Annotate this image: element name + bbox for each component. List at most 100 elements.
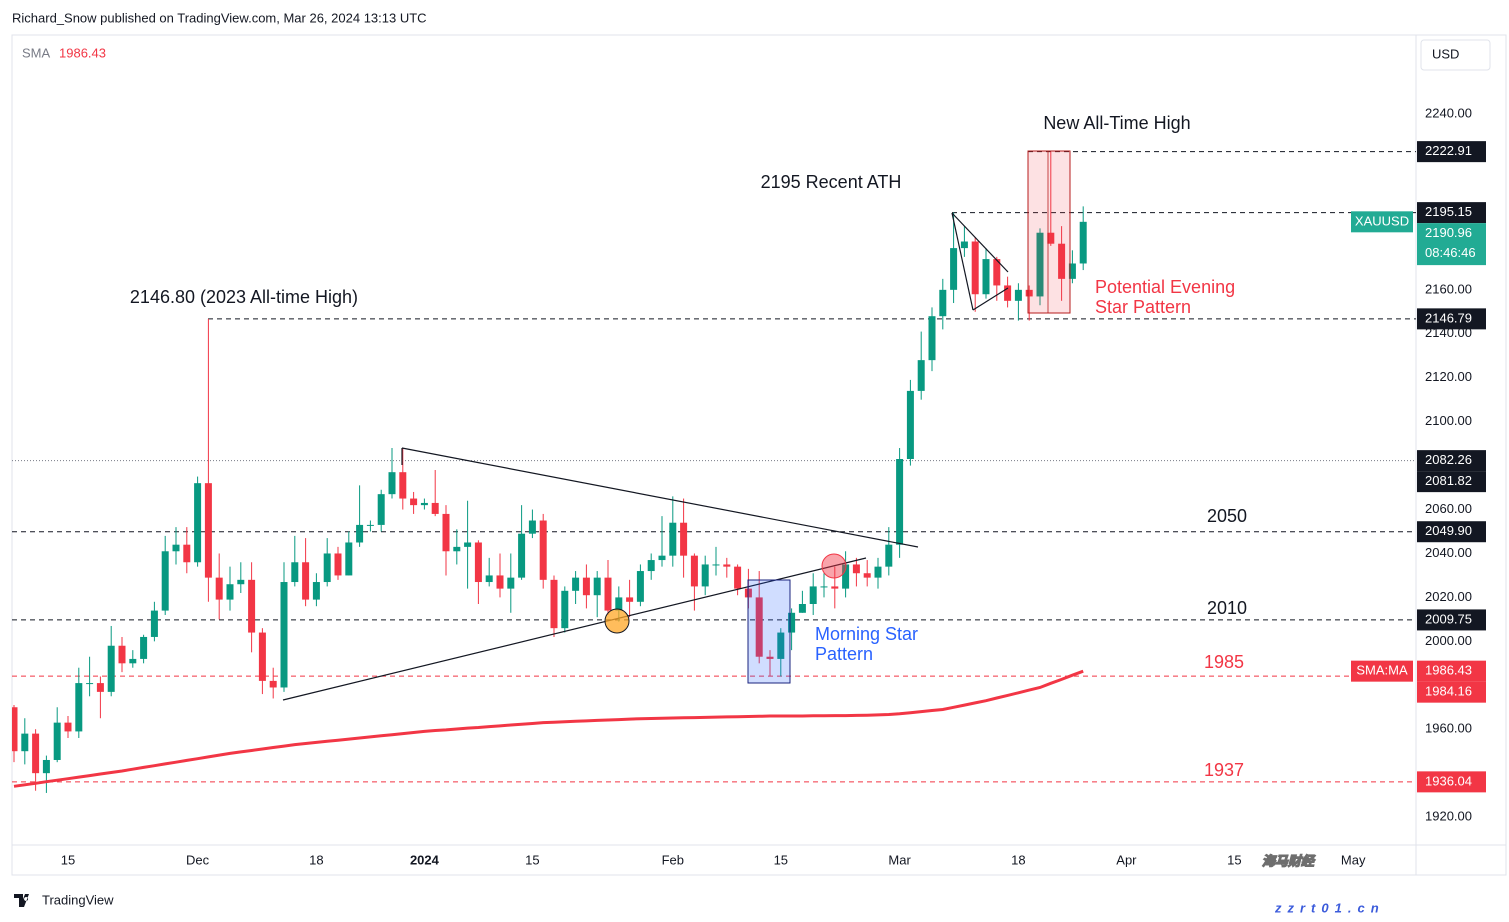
candle-body (150, 610, 158, 637)
trend-line (972, 287, 1009, 311)
candle-body (204, 483, 212, 578)
candle-body (798, 603, 806, 613)
candle-body (971, 241, 979, 295)
price-tag (1417, 141, 1486, 163)
x-tick-label: 15 (774, 852, 788, 867)
annotation: 2146.80 (2023 All-time High) (130, 287, 358, 307)
candle-body (723, 564, 731, 567)
brand-name: TradingView (42, 892, 114, 907)
candle-body (593, 577, 601, 596)
x-tick-label: Apr (1116, 852, 1137, 867)
annotation: 1937 (1204, 760, 1244, 780)
candle-body (194, 483, 202, 563)
candle-body (334, 553, 342, 576)
pattern-box (747, 579, 791, 684)
candle-body (647, 560, 655, 572)
price-tag-label: 2195.15 (1425, 204, 1472, 219)
candle-body (1058, 243, 1066, 279)
candle-body (939, 289, 947, 317)
touch-marker (604, 608, 630, 634)
x-tick-label: 15 (1227, 852, 1241, 867)
watermark-url: zzrt01.cn (1274, 900, 1385, 915)
candle-body (399, 472, 407, 499)
candle-body (388, 472, 396, 495)
candle-body (258, 632, 266, 681)
currency[interactable]: USD (1432, 46, 1459, 61)
trend-line (401, 447, 919, 548)
brand: TradingView (14, 892, 114, 907)
indicator-value: 1986.43 (59, 45, 106, 60)
trend-line (951, 212, 974, 311)
candle-body (410, 498, 418, 506)
y-tick-label: 2000.00 (1425, 633, 1472, 648)
candle-body (420, 502, 428, 506)
candle-body (345, 542, 353, 576)
y-tick-label: 2100.00 (1425, 413, 1472, 428)
price-tag (1417, 521, 1486, 543)
price-tag (1417, 471, 1486, 493)
candle-body (982, 259, 990, 295)
price-tag (1417, 308, 1486, 330)
candle-body (885, 544, 893, 567)
annotation: 1985 (1204, 652, 1244, 672)
annotation: 2195 Recent ATH (761, 172, 902, 192)
trend-line (951, 212, 1009, 273)
candle-body (21, 733, 29, 752)
candle-body (820, 586, 828, 588)
candle-body (75, 683, 83, 732)
price-tag (1417, 609, 1486, 631)
price-tag (1417, 223, 1486, 266)
price-tag-label: 1986.43 (1425, 663, 1472, 678)
candle-body (755, 597, 763, 657)
candle-body (852, 564, 860, 574)
candle-body (809, 586, 817, 604)
candle-body (356, 524, 364, 543)
candle-body (1047, 232, 1055, 244)
annotation: New All-Time High (1043, 113, 1190, 133)
candle-body (917, 360, 925, 391)
price-tag-label: 2146.79 (1425, 310, 1472, 325)
price-tag-label: 2009.75 (1425, 611, 1472, 626)
candle-body (129, 658, 137, 664)
annotation: Star Pattern (1095, 297, 1191, 317)
brand-logo (14, 894, 29, 907)
candle-body (215, 577, 223, 600)
candle-body (496, 575, 504, 589)
candle-body (140, 636, 148, 659)
candle-body (950, 248, 958, 290)
candle-body (42, 759, 50, 774)
y-tick-label: 2020.00 (1425, 589, 1472, 604)
annotation: Morning Star (815, 624, 918, 644)
candle-body (550, 579, 558, 629)
countdown: 08:46:46 (1425, 245, 1476, 260)
pattern-box (1027, 150, 1071, 314)
candle-body (993, 259, 1001, 286)
candle-body (474, 542, 482, 583)
candle-body (788, 612, 796, 633)
y-tick-label: 2160.00 (1425, 281, 1472, 296)
currency-box[interactable] (1420, 39, 1491, 71)
price-tag (1417, 450, 1486, 472)
indicator-tag (1351, 660, 1413, 682)
candle-body (237, 579, 245, 585)
drawings (282, 150, 1071, 701)
x-tick-label: 18 (309, 852, 323, 867)
price-tag-label: 1936.04 (1425, 773, 1472, 788)
candle-body (53, 722, 61, 760)
candle-body (561, 590, 569, 629)
candle-body (518, 533, 526, 578)
price-tag-label: 2049.90 (1425, 523, 1472, 538)
candle-body (1079, 221, 1087, 264)
candle-body (626, 597, 634, 602)
candle-body (604, 577, 612, 611)
candles (12, 151, 1087, 793)
candle-body (766, 656, 774, 659)
candle-body (1014, 289, 1022, 301)
candle-body (690, 555, 698, 587)
byline: Richard_Snow published on TradingView.co… (12, 10, 427, 25)
candle-body (636, 571, 644, 602)
candle-body (572, 577, 580, 591)
candle-body (777, 632, 785, 659)
price-tag (1417, 660, 1486, 682)
